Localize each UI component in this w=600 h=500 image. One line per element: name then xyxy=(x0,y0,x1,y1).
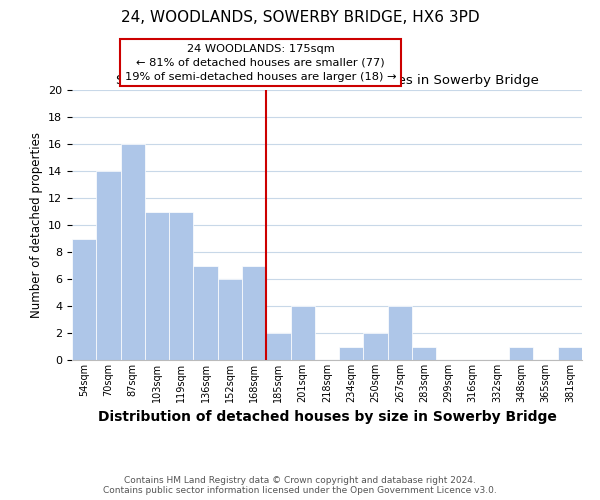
Bar xyxy=(558,346,582,360)
Bar xyxy=(388,306,412,360)
Title: Size of property relative to detached houses in Sowerby Bridge: Size of property relative to detached ho… xyxy=(116,74,538,88)
X-axis label: Distribution of detached houses by size in Sowerby Bridge: Distribution of detached houses by size … xyxy=(98,410,556,424)
Bar xyxy=(509,346,533,360)
Bar xyxy=(266,333,290,360)
Text: Contains HM Land Registry data © Crown copyright and database right 2024.
Contai: Contains HM Land Registry data © Crown c… xyxy=(103,476,497,495)
Text: 24 WOODLANDS: 175sqm
← 81% of detached houses are smaller (77)
19% of semi-detac: 24 WOODLANDS: 175sqm ← 81% of detached h… xyxy=(125,44,397,82)
Bar xyxy=(169,212,193,360)
Bar xyxy=(145,212,169,360)
Text: 24, WOODLANDS, SOWERBY BRIDGE, HX6 3PD: 24, WOODLANDS, SOWERBY BRIDGE, HX6 3PD xyxy=(121,10,479,25)
Bar xyxy=(121,144,145,360)
Bar xyxy=(218,279,242,360)
Bar xyxy=(96,171,121,360)
Bar xyxy=(193,266,218,360)
Bar xyxy=(242,266,266,360)
Bar xyxy=(364,333,388,360)
Y-axis label: Number of detached properties: Number of detached properties xyxy=(29,132,43,318)
Bar xyxy=(339,346,364,360)
Bar xyxy=(72,238,96,360)
Bar xyxy=(412,346,436,360)
Bar xyxy=(290,306,315,360)
